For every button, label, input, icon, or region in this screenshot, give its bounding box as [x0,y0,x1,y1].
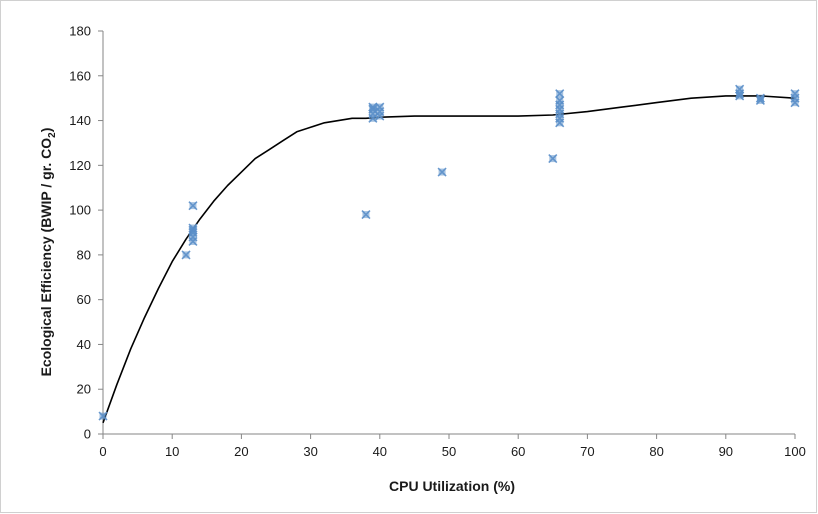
y-axis-ticks: 0 20 40 60 80 100 120 140 160 180 [69,24,103,442]
data-point [188,223,198,233]
x-tick-label: 10 [165,444,179,459]
y-tick-label: 160 [69,68,91,83]
y-axis-title: Ecological Efficiency (BWIP / gr. CO2) [38,128,58,377]
data-point [555,95,565,105]
x-tick-label: 60 [511,444,525,459]
data-point-cross [361,210,371,220]
data-point [735,84,745,94]
y-tick-label: 180 [69,24,91,39]
data-point [548,154,558,164]
y-tick-label: 140 [69,113,91,128]
y-axis-title-main: Ecological Efficiency (BWIP / gr. CO [38,138,54,377]
data-points [98,84,800,421]
data-point [361,210,371,220]
y-tick-label: 0 [84,427,91,442]
x-tick-label: 20 [234,444,248,459]
data-point-cross [555,95,565,105]
data-point [181,250,191,260]
data-point-cross [437,167,447,177]
data-point [375,102,385,112]
data-point-cross [735,84,745,94]
x-tick-label: 100 [784,444,806,459]
y-axis-title-end: ) [38,128,54,133]
data-point [98,411,108,421]
x-tick-label: 0 [99,444,106,459]
y-tick-label: 100 [69,203,91,218]
data-point-cross [188,201,198,211]
y-tick-label: 120 [69,158,91,173]
data-point-cross [181,250,191,260]
y-tick-label: 60 [77,292,91,307]
data-point [368,102,378,112]
x-axis-title: CPU Utilization (%) [389,478,515,494]
x-tick-label: 40 [373,444,387,459]
y-tick-label: 20 [77,382,91,397]
x-tick-label: 70 [580,444,594,459]
data-point-cross [98,411,108,421]
data-point [755,93,765,103]
data-point-cross [375,102,385,112]
x-tick-label: 30 [303,444,317,459]
x-tick-label: 90 [719,444,733,459]
x-tick-label: 50 [442,444,456,459]
data-point-cross [555,89,565,99]
data-point [790,89,800,99]
x-axis-ticks: 0 10 20 30 40 50 60 70 80 90 100 [99,434,806,459]
data-point [437,167,447,177]
data-point [188,201,198,211]
data-point-cross [790,89,800,99]
trend-line [102,95,796,424]
y-tick-label: 40 [77,337,91,352]
y-axis-title-subscript: 2 [47,132,58,138]
data-point-cross [755,93,765,103]
trend-line-group [102,95,796,424]
data-point [555,89,565,99]
y-tick-label: 80 [77,247,91,262]
x-tick-label: 80 [649,444,663,459]
data-point-cross [548,154,558,164]
data-point-cross [188,223,198,233]
data-point-cross [368,102,378,112]
